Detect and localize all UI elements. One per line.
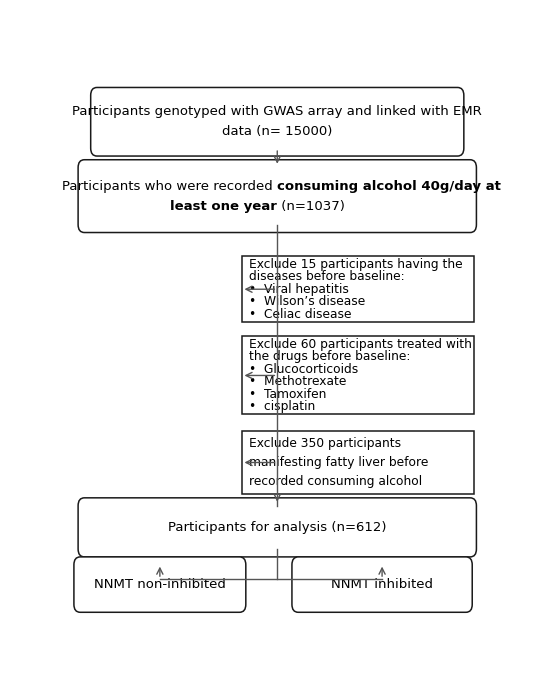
Text: •  Tamoxifen: • Tamoxifen [249, 388, 327, 401]
Bar [242, 256, 474, 322]
Text: Exclude 60 participants treated with: Exclude 60 participants treated with [249, 338, 472, 351]
Text: NNMT non-inhibited: NNMT non-inhibited [94, 578, 226, 591]
Text: •  Wilson’s disease: • Wilson’s disease [249, 295, 365, 308]
Text: •  Viral hepatitis: • Viral hepatitis [249, 283, 349, 296]
Bar [242, 432, 474, 494]
FancyBboxPatch shape [78, 160, 477, 232]
Text: Participants who were recorded: Participants who were recorded [62, 179, 278, 192]
FancyBboxPatch shape [74, 557, 246, 612]
Text: diseases before baseline:: diseases before baseline: [249, 271, 405, 284]
Text: consuming alcohol 40g/day at: consuming alcohol 40g/day at [278, 179, 501, 192]
Text: Participants for analysis (n=612): Participants for analysis (n=612) [168, 521, 386, 534]
Text: •  Methotrexate: • Methotrexate [249, 375, 347, 388]
Bar [242, 336, 474, 414]
Text: •  cisplatin: • cisplatin [249, 400, 315, 413]
Text: (n=1037): (n=1037) [278, 199, 345, 212]
Text: •  Celiac disease: • Celiac disease [249, 308, 352, 321]
Text: recorded consuming alcohol: recorded consuming alcohol [249, 475, 423, 488]
FancyBboxPatch shape [78, 498, 477, 557]
FancyBboxPatch shape [292, 557, 472, 612]
Text: Exclude 15 participants having the: Exclude 15 participants having the [249, 258, 463, 271]
Text: data (n= 15000): data (n= 15000) [222, 125, 333, 138]
Text: the drugs before baseline:: the drugs before baseline: [249, 350, 411, 363]
Text: manifesting fatty liver before: manifesting fatty liver before [249, 456, 428, 469]
Text: Participants genotyped with GWAS array and linked with EMR: Participants genotyped with GWAS array a… [72, 105, 482, 119]
Text: least one year: least one year [170, 199, 278, 212]
FancyBboxPatch shape [91, 88, 464, 156]
Text: •  Glucocorticoids: • Glucocorticoids [249, 363, 359, 376]
Text: NNMT inhibited: NNMT inhibited [331, 578, 433, 591]
Text: Exclude 350 participants: Exclude 350 participants [249, 437, 401, 450]
